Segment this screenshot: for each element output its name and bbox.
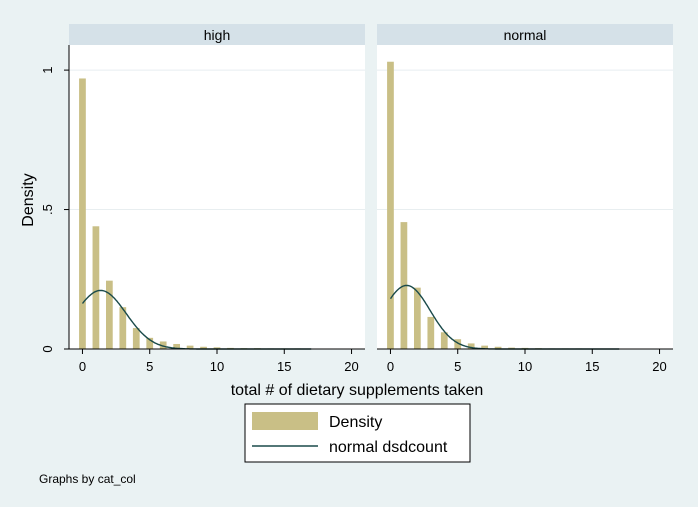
bar-high-4 — [132, 328, 140, 349]
bar-normal-0 — [387, 61, 394, 349]
x-tick-label-normal-4: 20 — [652, 359, 666, 374]
bar-high-1 — [92, 226, 100, 349]
plot-area-normal — [377, 45, 673, 349]
bar-normal-7 — [481, 345, 488, 349]
x-tick-label-normal-3: 15 — [585, 359, 599, 374]
bar-high-0 — [79, 78, 86, 349]
bar-high-8 — [186, 345, 194, 349]
x-tick-label-high-4: 20 — [344, 359, 358, 374]
y-tick-label-2: 1 — [40, 66, 55, 73]
x-tick-label-normal-1: 5 — [454, 359, 461, 374]
x-tick-label-high-3: 15 — [277, 359, 291, 374]
x-tick-label-high-1: 5 — [146, 359, 153, 374]
panel-header-normal — [377, 24, 673, 45]
x-tick-label-normal-0: 0 — [387, 359, 394, 374]
bar-normal-8 — [494, 346, 502, 349]
legend-label-density: Density — [329, 414, 382, 431]
panel-title-normal: normal — [504, 27, 547, 43]
bar-high-10 — [213, 347, 221, 349]
bar-normal-4 — [440, 332, 448, 349]
graphs-by-note: Graphs by cat_col — [39, 472, 136, 486]
y-axis-title: Density — [20, 173, 37, 226]
y-tick-label-0: 0 — [40, 345, 55, 352]
bar-normal-3 — [427, 316, 435, 349]
bar-high-5 — [146, 337, 154, 349]
panel-title-high: high — [204, 27, 230, 43]
bar-high-6 — [159, 341, 167, 349]
bar-high-9 — [200, 346, 207, 349]
bar-normal-6 — [467, 343, 475, 349]
panel-header-high — [69, 24, 365, 45]
bar-high-2 — [106, 280, 113, 349]
x-tick-label-normal-2: 10 — [518, 359, 532, 374]
legend-label-normal: normal dsdcount — [329, 439, 448, 456]
x-tick-label-high-0: 0 — [79, 359, 86, 374]
legend-swatch-density — [252, 412, 318, 430]
x-axis-title: total # of dietary supplements taken — [231, 382, 484, 399]
x-tick-label-high-2: 10 — [210, 359, 224, 374]
y-tick-label-1: .5 — [40, 204, 55, 215]
bar-normal-2 — [414, 287, 421, 349]
bar-high-7 — [173, 343, 180, 349]
plot-area-high — [69, 45, 365, 349]
bar-normal-5 — [454, 339, 462, 349]
bar-high-3 — [119, 307, 127, 349]
